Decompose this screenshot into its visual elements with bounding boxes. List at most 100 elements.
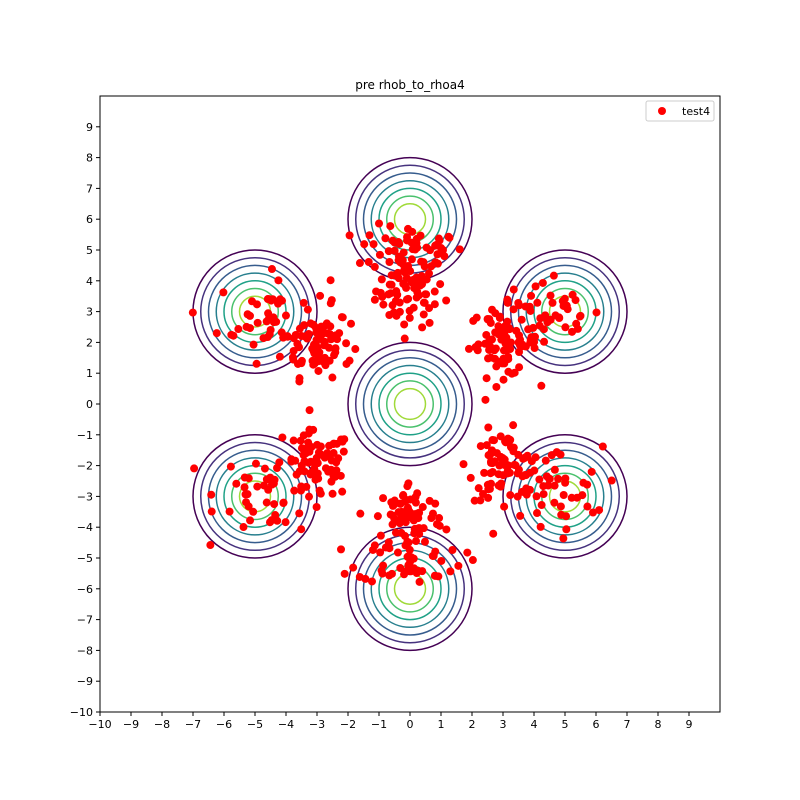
scatter-point (504, 461, 513, 470)
scatter-point (464, 344, 473, 353)
scatter-point (431, 547, 440, 556)
contour-ring (192, 434, 318, 559)
scatter-point (338, 487, 347, 496)
scatter-point (289, 436, 298, 445)
scatter-point (381, 234, 390, 243)
scatter-point (281, 518, 290, 527)
x-tick-label: 3 (500, 718, 507, 731)
scatter-point (249, 340, 258, 349)
scatter-point (392, 271, 401, 280)
scatter-point (225, 507, 234, 516)
legend-label: test4 (682, 105, 710, 118)
scatter-point (264, 309, 273, 318)
scatter-point (437, 556, 446, 565)
legend-box (645, 100, 715, 122)
scatter-point (327, 477, 336, 486)
scatter-point (442, 525, 451, 534)
scatter-point (396, 564, 405, 573)
y-tick-label: −9 (77, 675, 93, 688)
scatter-point (571, 296, 580, 305)
scatter-point (573, 493, 582, 502)
scatter-point (248, 297, 257, 306)
x-tick-label: 6 (593, 718, 600, 731)
scatter-point (527, 457, 536, 466)
contour-ring (362, 357, 458, 451)
scatter-point (390, 246, 399, 255)
scatter-point (595, 506, 604, 515)
contour-ring (502, 434, 628, 559)
scatter-point (379, 300, 388, 309)
scatter-point (530, 344, 539, 353)
scatter-point (251, 459, 260, 468)
scatter-point (300, 444, 309, 453)
y-tick-label: −6 (77, 583, 93, 596)
scatter-point (278, 433, 287, 442)
scatter-point (403, 233, 412, 242)
scatter-point (240, 483, 249, 492)
scatter-point (370, 295, 379, 304)
contour-ring (231, 287, 279, 336)
scatter-point (306, 457, 315, 466)
scatter-point (314, 354, 323, 363)
y-tick-label: 3 (86, 306, 93, 319)
scatter-point (295, 509, 304, 518)
scatter-point (368, 545, 377, 554)
scatter-point (536, 522, 545, 531)
scatter-point (395, 307, 404, 316)
scatter-point (503, 295, 512, 304)
y-tick-label: 8 (86, 152, 93, 165)
scatter-point (550, 465, 559, 474)
scatter-point (556, 450, 565, 459)
scatter-point (262, 498, 271, 507)
scatter-point (295, 377, 304, 386)
scatter-point (340, 569, 349, 578)
scatter-point (405, 545, 414, 554)
scatter-point (232, 479, 241, 488)
scatter-point (305, 492, 314, 501)
scatter-point (506, 491, 515, 500)
scatter-point (242, 498, 251, 507)
scatter-point (355, 572, 364, 581)
contour-ring (386, 380, 434, 428)
scatter-point (305, 425, 314, 434)
scatter-point (337, 545, 346, 554)
scatter-point (398, 491, 407, 500)
x-tick-label: −7 (185, 718, 201, 731)
scatter-point (279, 499, 288, 508)
contour-ring (541, 287, 589, 336)
scatter-point (283, 332, 292, 341)
scatter-point (435, 514, 444, 523)
contour-ring (355, 349, 465, 459)
scatter-point (533, 298, 542, 307)
scatter-point (480, 468, 489, 477)
scatter-point (418, 503, 427, 512)
scatter-point (446, 567, 455, 576)
scatter-point (489, 529, 498, 538)
scatter-point (405, 313, 414, 322)
scatter-point (497, 479, 506, 488)
scatter-point (263, 333, 272, 342)
scatter-point (316, 442, 325, 451)
scatter-point (297, 525, 306, 534)
scatter-point (469, 316, 478, 325)
scatter-point (299, 298, 308, 307)
y-tick-label: −3 (77, 490, 93, 503)
scatter-point (407, 255, 416, 264)
scatter-point (310, 467, 319, 476)
scatter-point (541, 311, 550, 320)
scatter-point (412, 537, 421, 546)
scatter-point (385, 571, 394, 580)
scatter-point (488, 305, 497, 314)
scatter-point (454, 561, 463, 570)
scatter-point (316, 291, 325, 300)
scatter-point (430, 300, 439, 309)
y-tick-label: −8 (77, 644, 93, 657)
scatter-point (440, 252, 449, 261)
scatter-points (188, 219, 616, 586)
scatter-point (527, 291, 536, 300)
scatter-point (459, 460, 468, 469)
scatter-point (422, 290, 431, 299)
scatter-point (496, 357, 505, 366)
